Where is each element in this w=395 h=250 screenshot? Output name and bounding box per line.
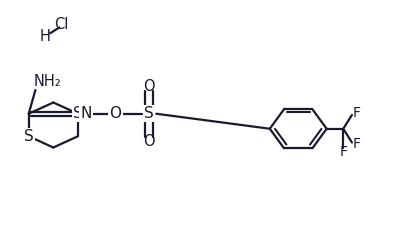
- Text: S: S: [24, 129, 34, 144]
- Text: O: O: [143, 134, 155, 149]
- Text: O: O: [143, 79, 155, 94]
- Text: S: S: [144, 106, 154, 121]
- Text: NH₂: NH₂: [34, 74, 61, 89]
- Text: F: F: [353, 138, 361, 151]
- Text: N: N: [80, 106, 92, 121]
- Text: H: H: [40, 29, 51, 44]
- Text: F: F: [339, 145, 347, 159]
- Text: S: S: [73, 106, 83, 121]
- Text: F: F: [353, 106, 361, 120]
- Text: Cl: Cl: [54, 17, 68, 32]
- Text: O: O: [109, 106, 122, 121]
